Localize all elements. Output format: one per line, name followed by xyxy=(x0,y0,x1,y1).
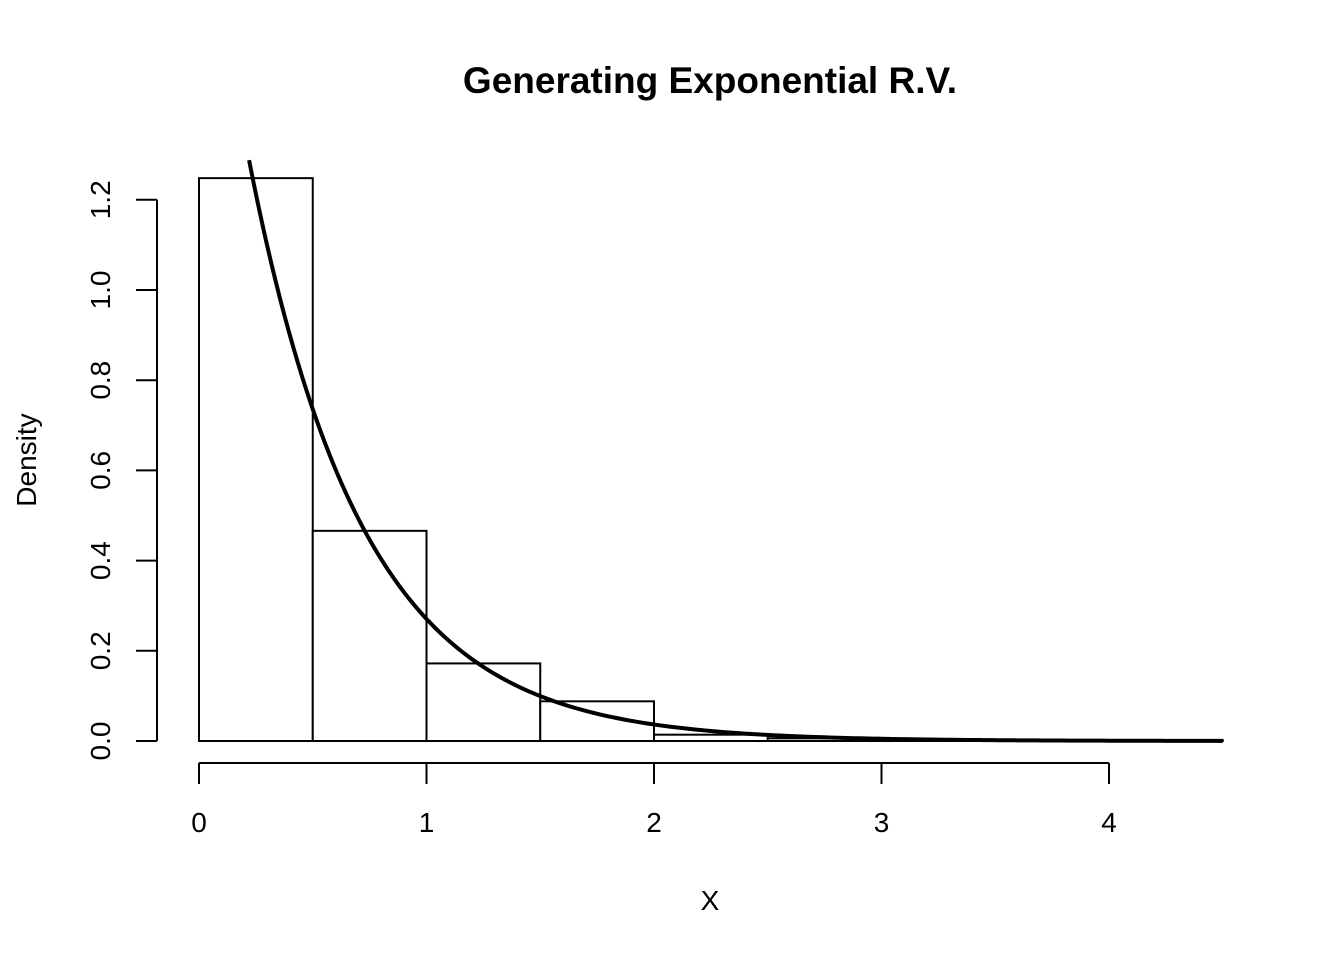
y-tick-label: 0.6 xyxy=(85,451,116,490)
y-tick-label: 0.2 xyxy=(85,631,116,670)
x-axis-label: X xyxy=(701,885,720,916)
y-tick-label: 0.0 xyxy=(85,722,116,761)
x-tick-label: 4 xyxy=(1101,807,1117,838)
x-tick-label: 2 xyxy=(646,807,662,838)
x-tick-label: 3 xyxy=(874,807,890,838)
y-tick-label: 0.8 xyxy=(85,361,116,400)
x-tick-label: 0 xyxy=(191,807,207,838)
histogram-bars xyxy=(198,177,1224,743)
y-tick-label: 1.2 xyxy=(85,180,116,219)
x-tick-label: 1 xyxy=(419,807,435,838)
x-axis: 0 1 2 3 4 xyxy=(191,762,1117,838)
histogram-bar xyxy=(425,662,542,742)
y-axis: 0.0 0.2 0.4 0.6 0.8 1.0 1.2 xyxy=(85,180,158,761)
y-tick-label: 0.4 xyxy=(85,541,116,580)
histogram-bar xyxy=(198,177,314,743)
chart-title: Generating Exponential R.V. xyxy=(463,60,957,101)
y-axis-label: Density xyxy=(11,413,42,506)
density-curve xyxy=(247,159,1223,743)
histogram-bar xyxy=(311,529,428,742)
y-tick-label: 1.0 xyxy=(85,271,116,310)
